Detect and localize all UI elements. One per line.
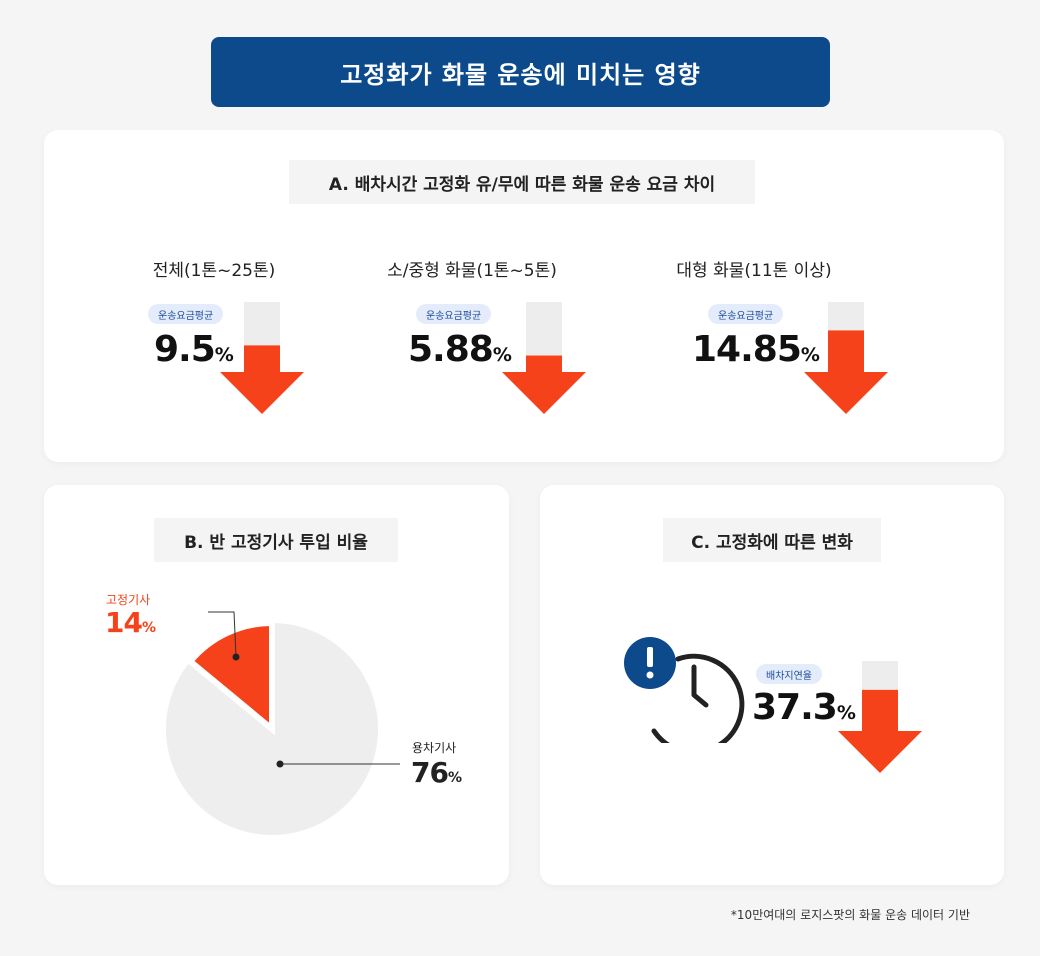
stat-number: 9.5 bbox=[154, 329, 216, 370]
arrow-fill bbox=[244, 345, 280, 372]
stat-unit: % bbox=[492, 344, 512, 366]
section-c-card: C. 고정화에 따른 변화 배차지연율 37.3% bbox=[540, 485, 1004, 885]
stat-number: 14.85 bbox=[692, 329, 802, 370]
stat-value: 9.5% bbox=[154, 332, 234, 368]
section-a-title: A. 배차시간 고정화 유/무에 따른 화물 운송 요금 차이 bbox=[289, 160, 755, 204]
stat-badge: 운송요금평균 bbox=[148, 304, 224, 324]
fixed-leader-line bbox=[208, 611, 237, 658]
fixed-dot bbox=[232, 653, 240, 661]
section-b-card: B. 반 고정기사 투입 비율 고정기사 14% 용차기사 76% bbox=[44, 485, 509, 885]
stat-category: 대형 화물(11톤 이상) bbox=[676, 261, 832, 281]
alert-dot bbox=[646, 671, 654, 679]
arrow-fill bbox=[862, 689, 898, 731]
chartered-value: 76% bbox=[411, 759, 462, 787]
footnote: *10만여대의 로지스팟의 화물 운송 데이터 기반 bbox=[730, 908, 970, 922]
arrow-fill bbox=[526, 355, 562, 372]
clock-alert-icon bbox=[624, 637, 745, 743]
section-a-card: A. 배차시간 고정화 유/무에 따른 화물 운송 요금 차이 전체(1톤~25… bbox=[44, 130, 1004, 462]
stat-badge: 운송요금평균 bbox=[708, 304, 784, 324]
chartered-unit: % bbox=[447, 770, 462, 786]
stat-unit: % bbox=[214, 344, 234, 366]
stat-value: 5.88% bbox=[408, 332, 512, 368]
arrow-head bbox=[838, 731, 922, 773]
decrease-arrow bbox=[838, 661, 922, 773]
stat-category: 전체(1톤~25톤) bbox=[152, 261, 276, 281]
pie-slice-fixed bbox=[186, 619, 275, 736]
delay-number: 37.3 bbox=[752, 687, 838, 728]
stat-badge: 운송요금평균 bbox=[416, 304, 492, 324]
arrow-head bbox=[804, 372, 888, 414]
fixed-value: 14% bbox=[105, 609, 156, 637]
decrease-arrow bbox=[220, 302, 304, 414]
delay-unit: % bbox=[836, 702, 856, 724]
section-c-title: C. 고정화에 따른 변화 bbox=[663, 518, 881, 562]
decrease-arrow bbox=[804, 302, 888, 414]
decrease-arrow bbox=[502, 302, 586, 414]
arrow-head bbox=[502, 372, 586, 414]
chartered-number: 76 bbox=[411, 756, 449, 789]
stat-unit: % bbox=[800, 344, 820, 366]
pie-chart bbox=[166, 611, 400, 835]
chartered-label: 용차기사 bbox=[412, 741, 457, 755]
chartered-dot bbox=[276, 760, 284, 768]
fixed-unit: % bbox=[141, 620, 156, 636]
stat-category: 소/중형 화물(1톤~5톤) bbox=[387, 261, 557, 281]
arrow-head bbox=[220, 372, 304, 414]
page-title: 고정화가 화물 운송에 미치는 영향 bbox=[211, 37, 830, 107]
clock-hands bbox=[691, 664, 709, 708]
clock-outline bbox=[651, 653, 745, 743]
stat-value: 14.85% bbox=[692, 332, 820, 368]
delay-badge: 배차지연율 bbox=[756, 664, 822, 684]
section-b-title: B. 반 고정기사 투입 비율 bbox=[154, 518, 398, 562]
alert-mark bbox=[647, 647, 653, 667]
fixed-number: 14 bbox=[105, 606, 143, 639]
delay-value: 37.3% bbox=[752, 690, 856, 726]
arrow-fill bbox=[828, 330, 864, 372]
stat-number: 5.88 bbox=[408, 329, 494, 370]
fixed-label: 고정기사 bbox=[106, 593, 151, 607]
